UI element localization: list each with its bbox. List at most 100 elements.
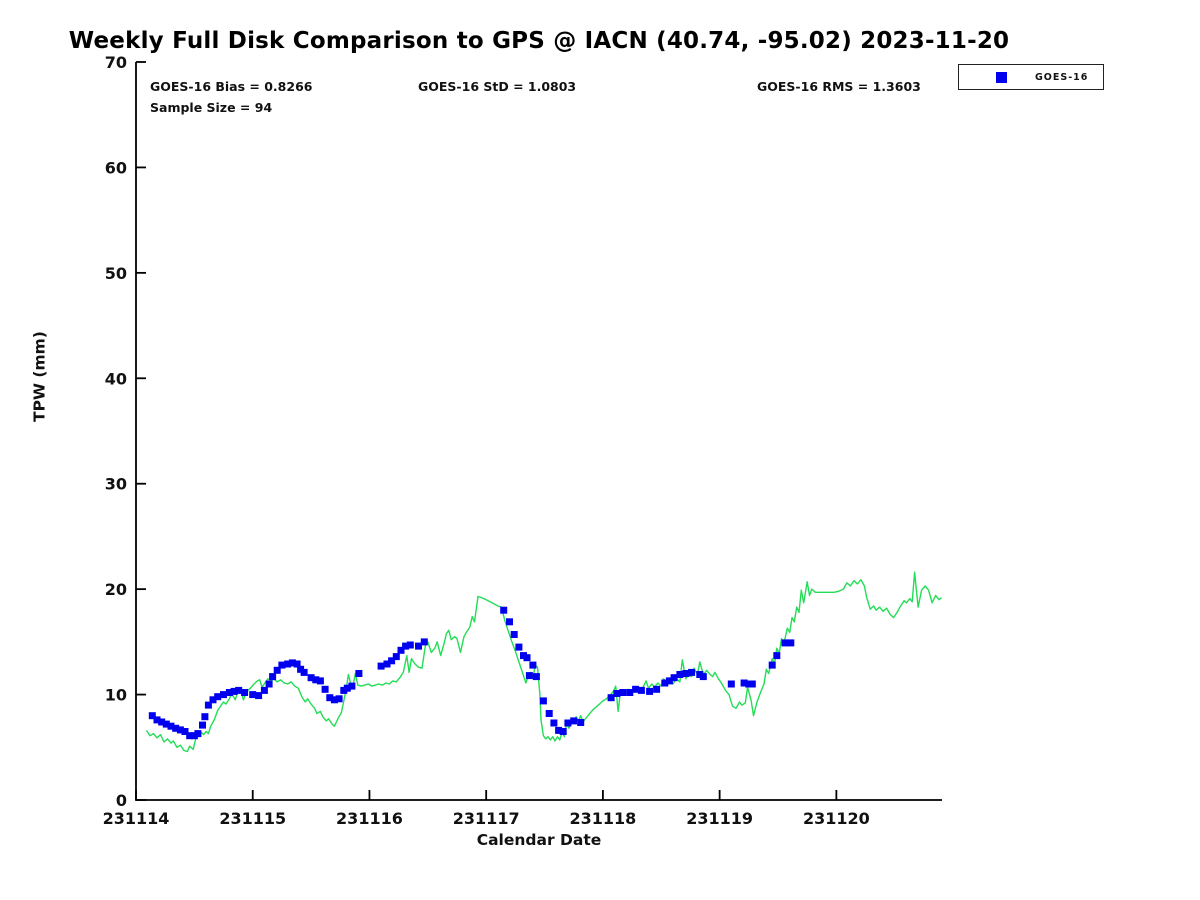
y-axis-label: TPW (mm)	[30, 331, 49, 422]
goes16-marker	[500, 606, 508, 614]
goes16-marker	[330, 696, 338, 704]
goes16-marker	[682, 670, 690, 677]
y-tick-label: 50	[105, 264, 127, 283]
goes16-marker	[269, 673, 277, 681]
goes16-marker	[670, 674, 678, 682]
goes16-marker	[278, 661, 286, 669]
goes16-marker	[249, 691, 257, 699]
goes16-marker	[167, 722, 175, 730]
goes16-marker	[555, 726, 563, 734]
goes16-marker	[293, 660, 301, 668]
goes16-marker	[727, 680, 735, 688]
goes16-marker	[420, 638, 428, 646]
x-tick-label: 231118	[570, 809, 637, 828]
goes16-marker	[525, 672, 533, 680]
chart-title: Weekly Full Disk Comparison to GPS @ IAC…	[68, 28, 1010, 54]
goes16-marker	[619, 689, 627, 696]
goes16-marker	[220, 691, 227, 699]
legend-label-goes16: GOES-16	[1035, 71, 1089, 83]
goes16-marker	[740, 679, 748, 687]
goes16-marker	[186, 732, 194, 740]
goes16-marker	[545, 710, 553, 717]
goes16-marker	[162, 720, 170, 728]
goes16-marker	[321, 685, 329, 693]
goes16-marker	[316, 677, 324, 685]
goes16-marker	[388, 657, 396, 665]
goes16-marker	[402, 642, 410, 650]
y-tick-label: 10	[105, 686, 127, 705]
goes16-marker	[632, 685, 640, 693]
goes16-marker	[307, 674, 315, 682]
x-tick-label: 231116	[336, 809, 403, 828]
goes16-marker	[653, 685, 661, 693]
goes16-marker	[626, 689, 634, 696]
goes16-marker	[194, 730, 202, 738]
goes16-marker	[506, 618, 513, 626]
goes16-marker	[392, 653, 400, 661]
y-tick-label: 0	[116, 791, 127, 810]
stat-bias: GOES-16 Bias = 0.8266	[150, 79, 313, 94]
goes16-marker	[343, 684, 351, 692]
goes16-marker	[570, 717, 578, 725]
goes16-marker	[515, 643, 523, 651]
goes16-marker	[225, 689, 233, 696]
goes16-marker	[176, 726, 184, 734]
goes16-marker	[209, 696, 217, 704]
goes16-marker	[523, 654, 531, 662]
goes16-marker	[406, 641, 414, 649]
goes16-marker	[326, 694, 334, 702]
goes16-marker	[532, 673, 540, 681]
stat-std: GOES-16 StD = 1.0803	[418, 79, 577, 94]
goes16-marker	[646, 687, 654, 695]
goes16-marker	[607, 694, 615, 702]
goes16-marker	[539, 697, 547, 705]
goes16-marker	[564, 719, 572, 727]
goes16-marker	[688, 668, 696, 676]
x-tick-label: 231115	[219, 809, 286, 828]
goes16-marker	[781, 639, 789, 647]
y-tick-label: 70	[105, 53, 127, 72]
goes16-marker	[613, 690, 621, 697]
goes16-marker	[214, 693, 222, 701]
goes16-marker	[230, 687, 238, 695]
goes16-marker	[241, 689, 249, 696]
goes16-marker	[529, 661, 537, 669]
goes16-marker	[699, 673, 707, 681]
x-tick-label: 231114	[103, 809, 170, 828]
goes16-marker	[676, 671, 684, 678]
goes16-marker	[300, 668, 308, 676]
goes16-marker	[335, 695, 343, 703]
goes16-marker	[665, 677, 673, 685]
y-tick-label: 20	[105, 580, 127, 599]
y-tick-label: 30	[105, 475, 127, 494]
goes16-marker	[204, 701, 212, 709]
goes16-marker	[181, 728, 189, 735]
goes16-marker	[550, 719, 558, 727]
goes16-marker	[273, 666, 281, 674]
goes16-marker	[768, 661, 776, 669]
goes16-marker	[377, 662, 385, 670]
goes16-marker	[260, 686, 268, 694]
goes16-marker	[415, 642, 422, 650]
goes16-marker	[265, 680, 273, 688]
x-tick-label: 231119	[686, 809, 753, 828]
goes16-marker	[559, 728, 567, 735]
legend-box: GOES-16	[958, 64, 1104, 90]
x-tick-label: 231120	[803, 809, 870, 828]
goes16-marker	[748, 680, 756, 688]
goes16-marker	[199, 721, 206, 729]
x-tick-label: 231117	[453, 809, 520, 828]
stat-rms: GOES-16 RMS = 1.3603	[757, 79, 921, 94]
goes16-marker	[153, 716, 161, 724]
goes16-marker	[397, 646, 405, 654]
goes16-marker	[255, 692, 263, 700]
goes16-marker	[661, 679, 669, 687]
goes16-marker	[637, 686, 645, 694]
goes16-marker	[172, 724, 180, 732]
goes16-marker	[577, 719, 585, 726]
goes16-marker	[288, 659, 296, 667]
goes16-marker	[201, 713, 209, 721]
goes16-marker	[284, 660, 292, 668]
